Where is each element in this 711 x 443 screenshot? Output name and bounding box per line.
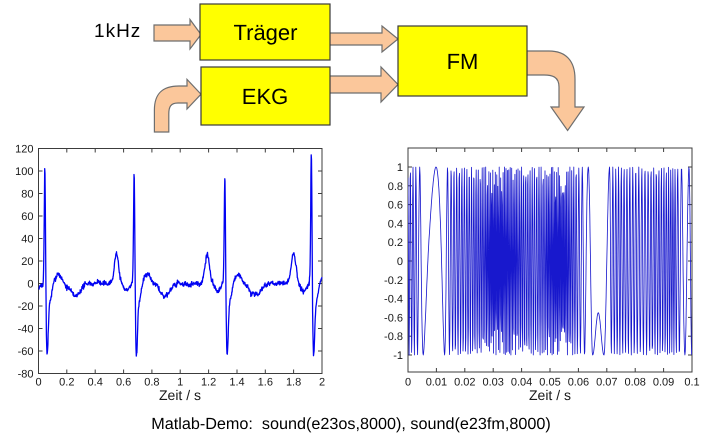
svg-text:100: 100: [15, 166, 33, 178]
svg-text:60: 60: [21, 211, 33, 223]
svg-text:0.04: 0.04: [511, 377, 532, 389]
svg-text:Zeit / s: Zeit / s: [529, 387, 571, 403]
svg-text:1.2: 1.2: [201, 377, 216, 389]
svg-text:0: 0: [35, 377, 41, 389]
svg-text:0.09: 0.09: [653, 377, 674, 389]
svg-text:0.4: 0.4: [88, 377, 103, 389]
svg-text:0.4: 0.4: [388, 218, 403, 230]
svg-text:20: 20: [21, 256, 33, 268]
svg-text:2: 2: [319, 377, 325, 389]
svg-text:0.8: 0.8: [388, 181, 403, 193]
svg-text:0.01: 0.01: [426, 377, 447, 389]
svg-text:1.4: 1.4: [229, 377, 244, 389]
svg-text:0: 0: [405, 377, 411, 389]
svg-text:-0.2: -0.2: [384, 275, 403, 287]
svg-text:120: 120: [15, 144, 33, 156]
svg-text:FM: FM: [447, 49, 479, 74]
svg-text:-40: -40: [18, 324, 34, 336]
svg-text:0.08: 0.08: [624, 377, 645, 389]
svg-text:1.8: 1.8: [286, 377, 301, 389]
svg-text:0.07: 0.07: [596, 377, 617, 389]
svg-text:0.2: 0.2: [59, 377, 74, 389]
svg-text:1: 1: [397, 162, 403, 174]
svg-text:-0.4: -0.4: [384, 294, 403, 306]
svg-text:0.8: 0.8: [144, 377, 159, 389]
svg-text:80: 80: [21, 189, 33, 201]
svg-text:-0.8: -0.8: [384, 331, 403, 343]
svg-text:0: 0: [397, 256, 403, 268]
svg-text:0.2: 0.2: [388, 237, 403, 249]
svg-text:0.6: 0.6: [388, 200, 403, 212]
svg-text:0.1: 0.1: [684, 377, 699, 389]
svg-text:EKG: EKG: [242, 84, 288, 109]
svg-text:1: 1: [177, 377, 183, 389]
svg-text:Träger: Träger: [234, 20, 298, 45]
svg-text:0.02: 0.02: [454, 377, 475, 389]
svg-text:0.03: 0.03: [482, 377, 503, 389]
svg-text:40: 40: [21, 234, 33, 246]
svg-text:-60: -60: [18, 346, 34, 358]
svg-text:0.6: 0.6: [116, 377, 131, 389]
svg-text:-80: -80: [18, 369, 34, 381]
svg-text:-0.6: -0.6: [384, 312, 403, 324]
svg-text:Matlab-Demo: sound(e23os,8000: Matlab-Demo: sound(e23os,8000), sound(e2…: [151, 415, 551, 433]
svg-text:1kHz: 1kHz: [94, 21, 141, 42]
svg-text:1.6: 1.6: [258, 377, 273, 389]
svg-text:0: 0: [27, 279, 33, 291]
svg-text:0.05: 0.05: [539, 377, 560, 389]
svg-text:-20: -20: [18, 301, 34, 313]
svg-text:-1: -1: [393, 350, 403, 362]
svg-text:0.06: 0.06: [568, 377, 589, 389]
svg-text:Zeit / s: Zeit / s: [159, 387, 201, 403]
